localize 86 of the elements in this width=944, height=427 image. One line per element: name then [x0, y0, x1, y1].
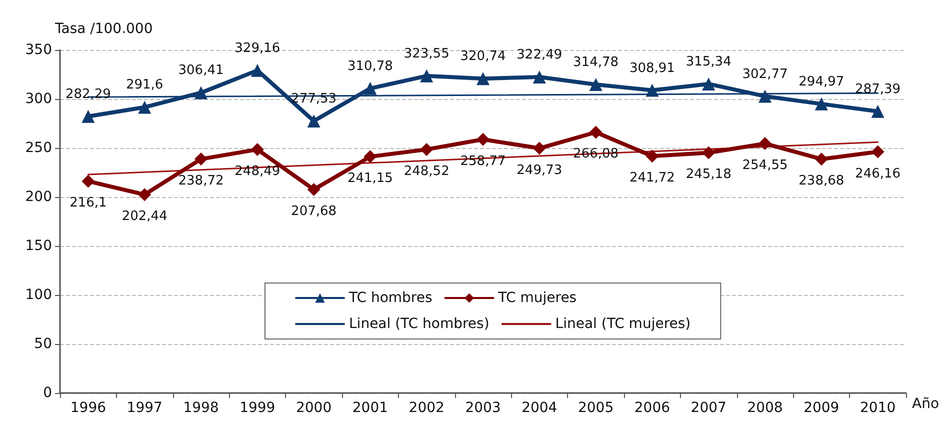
point — [250, 64, 264, 77]
point — [82, 174, 95, 188]
point — [420, 142, 434, 156]
point — [307, 114, 320, 128]
point — [82, 110, 95, 123]
x-tick-label: 2005 — [578, 400, 614, 416]
point — [138, 100, 152, 114]
y-tick-label: 250 — [25, 140, 52, 156]
y-tick-label: 100 — [25, 287, 52, 303]
point — [194, 86, 208, 100]
data-label: 282,29 — [65, 86, 111, 102]
y-tick-label: 50 — [34, 336, 52, 352]
point — [646, 150, 659, 163]
y-tick-label: 0 — [43, 385, 52, 401]
point — [250, 142, 264, 156]
point — [364, 150, 377, 164]
data-label: 308,91 — [629, 60, 675, 76]
data-label: 238,72 — [178, 174, 224, 189]
point — [476, 132, 490, 146]
point — [138, 188, 152, 202]
y-axis-title: Tasa /100.000 — [54, 21, 153, 37]
x-tick-label: 2004 — [522, 400, 558, 416]
data-label: 245,18 — [686, 167, 732, 182]
x-tick-label: 2001 — [352, 400, 388, 416]
point — [194, 152, 208, 166]
x-tick-label: 2002 — [408, 400, 444, 416]
data-label: 249,73 — [516, 162, 562, 178]
data-label: 287,39 — [855, 82, 901, 97]
legend-label: Lineal (TC mujeres) — [555, 316, 691, 332]
x-tick-label: 2003 — [465, 400, 501, 416]
point — [420, 69, 434, 82]
x-tick-label: 2006 — [634, 400, 670, 416]
x-tick-label: 1997 — [126, 400, 162, 416]
x-tick-label: 1998 — [183, 400, 219, 416]
data-label: 323,55 — [404, 46, 450, 62]
data-label: 246,16 — [855, 166, 901, 182]
data-label: 248,49 — [234, 164, 280, 179]
point — [871, 104, 884, 118]
point — [364, 82, 377, 95]
data-label: 248,52 — [404, 164, 450, 179]
point — [307, 182, 320, 196]
point — [646, 84, 659, 97]
data-label: 241,72 — [629, 170, 675, 186]
data-label: 310,78 — [347, 58, 393, 74]
point — [814, 152, 828, 166]
x-tick-label: 1996 — [70, 400, 106, 416]
data-label: 207,68 — [291, 204, 337, 219]
data-label: 202,44 — [122, 209, 168, 224]
x-tick-label: 2008 — [747, 400, 783, 416]
data-label: 306,41 — [178, 63, 224, 78]
data-label: 302,77 — [742, 66, 788, 82]
point — [532, 70, 546, 84]
point — [532, 142, 546, 155]
data-label: 329,16 — [234, 40, 280, 56]
y-tick-label: 350 — [25, 42, 52, 58]
data-label: 315,34 — [686, 54, 732, 70]
data-label: 314,78 — [573, 55, 619, 70]
point — [589, 78, 602, 92]
y-tick-label: 200 — [25, 189, 52, 205]
data-label: 238,68 — [798, 174, 844, 189]
point — [871, 145, 884, 158]
point — [589, 126, 602, 139]
x-tick-label: 2000 — [296, 400, 332, 416]
point — [814, 97, 828, 110]
data-label: 216,1 — [70, 196, 107, 211]
legend-label: Lineal (TC hombres) — [349, 316, 490, 332]
point — [702, 77, 716, 90]
data-label: 254,55 — [742, 158, 788, 174]
x-tick-label: 2009 — [804, 400, 840, 416]
point — [702, 146, 716, 160]
y-tick-label: 300 — [25, 91, 52, 107]
x-axis-title: Año — [912, 396, 940, 412]
x-tick-label: 2010 — [860, 400, 896, 416]
legend-label: TC mujeres — [497, 290, 577, 306]
y-tick-label: 150 — [25, 238, 52, 254]
data-label: 322,49 — [516, 47, 562, 62]
x-tick-label: 1999 — [240, 400, 276, 416]
point — [476, 72, 490, 86]
data-label: 291,6 — [126, 78, 164, 93]
data-label: 320,74 — [460, 49, 506, 64]
point — [758, 90, 772, 103]
data-label: 241,15 — [347, 171, 393, 186]
legend-label: TC hombres — [348, 290, 432, 306]
point — [758, 137, 772, 150]
x-tick-label: 2007 — [690, 400, 726, 416]
data-label: 294,97 — [798, 74, 844, 90]
